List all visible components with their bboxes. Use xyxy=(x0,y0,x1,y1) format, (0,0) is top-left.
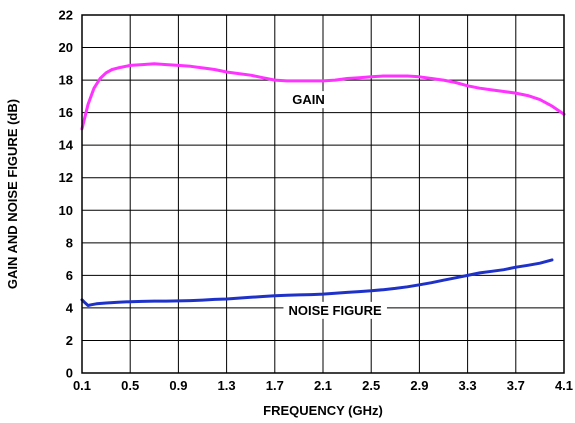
y-tick-label: 12 xyxy=(59,170,73,185)
series-line-1 xyxy=(80,258,554,307)
y-tick-label: 6 xyxy=(66,268,73,283)
y-tick-label: 18 xyxy=(59,73,73,88)
y-tick-label: 20 xyxy=(59,40,73,55)
x-tick-label: 4.1 xyxy=(555,378,573,393)
x-tick-label: 3.3 xyxy=(459,378,477,393)
y-tick-label: 10 xyxy=(59,203,73,218)
x-tick-label: 2.9 xyxy=(410,378,428,393)
series-label-bg xyxy=(287,91,330,109)
series-annotations: GAIN NOISE FIGURE xyxy=(283,91,387,319)
y-tick-label: 0 xyxy=(66,366,73,381)
y-tick-label: 22 xyxy=(59,8,73,23)
x-tick-labels: 0.1 0.5 0.9 1.3 1.7 2.1 2.5 2.9 3.3 3.7 4.1 xyxy=(73,378,573,393)
series-label: NOISE FIGURE xyxy=(288,303,382,318)
y-axis-label: GAIN AND NOISE FIGURE (dB) xyxy=(5,99,20,289)
x-tick-label: 2.5 xyxy=(362,378,380,393)
plot-frame xyxy=(81,14,565,374)
x-tick-label: 1.3 xyxy=(218,378,236,393)
x-tick-label: 0.1 xyxy=(73,378,91,393)
grid xyxy=(81,14,565,374)
series-label-bg xyxy=(283,301,387,319)
y-tick-label: 16 xyxy=(59,105,73,120)
series-line-0 xyxy=(80,62,566,131)
series-lines xyxy=(80,62,566,307)
x-axis-label: FREQUENCY (GHz) xyxy=(263,403,383,418)
x-tick-label: 1.7 xyxy=(266,378,284,393)
x-tick-label: 3.7 xyxy=(507,378,525,393)
y-tick-labels: 0 2 4 6 8 10 12 14 16 18 20 22 xyxy=(59,8,74,381)
x-tick-label: 2.1 xyxy=(314,378,332,393)
y-tick-label: 14 xyxy=(59,138,74,153)
y-tick-label: 8 xyxy=(66,235,73,250)
y-tick-label: 4 xyxy=(66,300,74,315)
x-tick-label: 0.5 xyxy=(121,378,139,393)
series-label: GAIN xyxy=(292,92,325,107)
x-tick-label: 0.9 xyxy=(169,378,187,393)
y-tick-label: 2 xyxy=(66,333,73,348)
